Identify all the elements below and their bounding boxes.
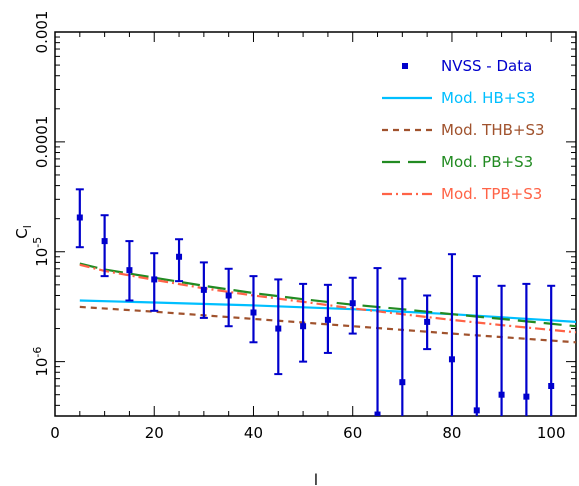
y-tick-mantissa: 10 [33,248,51,267]
x-tick-label: 40 [244,424,263,442]
data-point [200,286,207,293]
series-group [75,188,576,416]
data-point [498,391,505,398]
model-line-2 [79,262,576,328]
x-tick-label: 80 [442,424,461,442]
legend-label-1: Mod. THB+S3 [441,121,545,139]
x-tick-label: 100 [537,424,566,442]
data-point [473,407,480,414]
x-tick-label: 0 [50,424,60,442]
y-tick-exponent: -6 [31,347,44,358]
data-point [225,292,232,299]
y-tick-label: 0.001 [33,11,51,54]
x-tick-label: 60 [343,424,362,442]
legend-label-2: Mod. PB+S3 [441,153,533,171]
y-tick-label: 10-5 [31,237,51,267]
legend-label-3: Mod. TPB+S3 [441,185,542,203]
legend: NVSS - Data Mod. HB+S3 Mod. THB+S3 Mod. PB+… [382,57,545,203]
y-tick-label: 0.0001 [33,116,51,169]
data-point [151,276,158,283]
legend-label-0: Mod. HB+S3 [441,89,535,107]
data-point [548,383,555,390]
y-axis-title: Cl [13,225,34,239]
axis-ticks [54,31,577,416]
plot-frame [54,31,577,417]
data-point [101,238,108,245]
data-point [126,267,133,274]
data-point [176,253,183,260]
x-axis-title: l [314,471,318,486]
data-point [399,379,406,386]
data-point [424,318,431,325]
data-point [275,325,282,332]
data-point [300,323,307,330]
plot-area [75,188,576,416]
data-point [374,411,381,416]
data-point [349,300,356,307]
data-point [324,316,331,323]
data-point [76,214,83,221]
y-axis-title-main: C [13,228,31,238]
y-tick-mantissa: 10 [33,358,51,377]
data-point [448,356,455,363]
y-axis-title-sub: l [21,225,34,228]
x-tick-label: 20 [145,424,164,442]
data-point [250,309,257,316]
legend-label-data: NVSS - Data [441,57,532,75]
y-tick-label: 10-6 [31,347,51,377]
y-tick-exponent: -5 [31,237,44,248]
data-point [523,393,530,400]
legend-marker-data [402,63,408,69]
